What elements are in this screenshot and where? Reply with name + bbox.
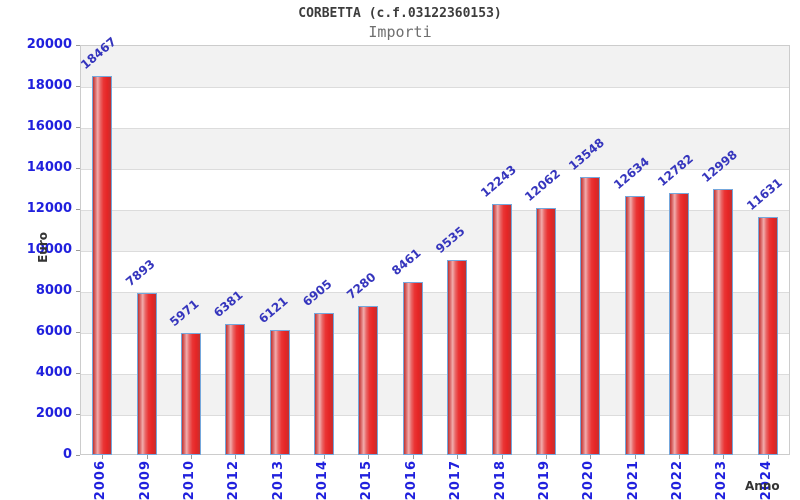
gridline (81, 169, 789, 170)
bar (580, 177, 601, 455)
x-tick-mark (368, 455, 370, 459)
gridline (81, 210, 789, 211)
y-tick-label: 18000 (26, 78, 72, 93)
x-tick-mark (723, 455, 725, 459)
bar (535, 208, 556, 455)
x-tick-mark (235, 455, 237, 459)
x-tick-label: 2023 (714, 460, 730, 500)
bar (136, 293, 157, 455)
y-tick-mark (76, 127, 80, 128)
y-tick-label: 10000 (26, 242, 72, 257)
y-tick-mark (76, 250, 80, 251)
y-tick-mark (76, 373, 80, 374)
x-tick-mark (634, 455, 636, 459)
chart-title: CORBETTA (c.f.03122360153) (298, 6, 502, 21)
y-tick-mark (76, 209, 80, 210)
gridline (81, 251, 789, 252)
x-tick-label: 2020 (581, 460, 597, 500)
y-tick-mark (76, 414, 80, 415)
y-tick-mark (76, 45, 80, 46)
y-tick-label: 20000 (26, 37, 72, 52)
y-tick-label: 12000 (26, 201, 72, 216)
x-tick-label: 2022 (670, 460, 686, 500)
x-tick-mark (146, 455, 148, 459)
y-tick-label: 14000 (26, 160, 72, 175)
y-axis-title: Euro (36, 232, 50, 263)
x-tick-mark (102, 455, 104, 459)
y-tick-mark (76, 332, 80, 333)
x-tick-mark (279, 455, 281, 459)
x-axis-title: Anno (745, 479, 780, 493)
y-tick-label: 6000 (35, 324, 72, 339)
x-tick-label: 2019 (536, 460, 552, 500)
gridline (81, 374, 789, 375)
x-tick-mark (767, 455, 769, 459)
x-tick-label: 2009 (137, 460, 153, 500)
bar (180, 333, 201, 455)
x-tick-label: 2014 (315, 460, 331, 500)
y-tick-mark (76, 455, 80, 456)
gridline (81, 415, 789, 416)
bar (713, 189, 734, 455)
x-tick-label: 2013 (270, 460, 286, 500)
y-tick-mark (76, 291, 80, 292)
bar (314, 313, 335, 455)
bar (447, 260, 468, 455)
bar (624, 196, 645, 455)
y-tick-label: 8000 (35, 283, 72, 298)
x-tick-mark (190, 455, 192, 459)
x-tick-label: 2010 (181, 460, 197, 500)
x-tick-label: 2018 (492, 460, 508, 500)
x-tick-mark (324, 455, 326, 459)
bar (269, 330, 290, 455)
x-tick-mark (457, 455, 459, 459)
bar (669, 193, 690, 455)
gridline (81, 333, 789, 334)
x-tick-label: 2015 (359, 460, 375, 500)
bar (402, 282, 423, 455)
x-tick-label: 2021 (625, 460, 641, 500)
gridline (81, 87, 789, 88)
bar (358, 306, 379, 455)
y-tick-label: 4000 (35, 365, 72, 380)
bar (757, 217, 778, 455)
y-tick-mark (76, 168, 80, 169)
bar (92, 76, 113, 455)
x-tick-mark (412, 455, 414, 459)
x-tick-label: 2016 (403, 460, 419, 500)
x-tick-label: 2006 (93, 460, 109, 500)
bar (225, 324, 246, 455)
bar (491, 204, 512, 455)
x-tick-label: 2012 (226, 460, 242, 500)
y-tick-mark (76, 86, 80, 87)
x-tick-mark (545, 455, 547, 459)
x-tick-label: 2017 (448, 460, 464, 500)
y-tick-label: 16000 (26, 119, 72, 134)
gridline (81, 292, 789, 293)
chart-subtitle: Importi (368, 23, 432, 41)
x-tick-mark (501, 455, 503, 459)
x-tick-mark (679, 455, 681, 459)
gridline (81, 128, 789, 129)
y-tick-label: 2000 (35, 406, 72, 421)
y-tick-label: 0 (62, 447, 72, 462)
x-tick-mark (590, 455, 592, 459)
